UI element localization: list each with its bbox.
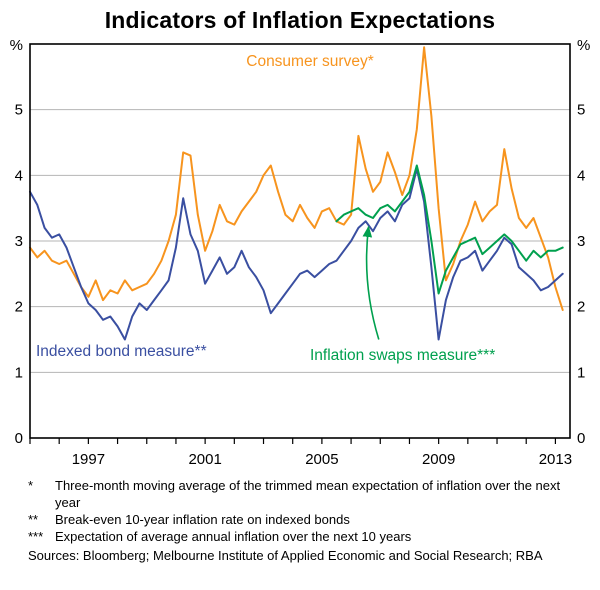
y-tick-label-left: 5 bbox=[15, 102, 23, 119]
y-tick-label-right: 4 bbox=[577, 167, 585, 184]
footnote-text: Expectation of average annual inflation … bbox=[55, 529, 412, 545]
footnote-row: * Three-month moving average of the trim… bbox=[28, 477, 592, 511]
y-tick-label-right: 2 bbox=[577, 299, 585, 316]
y-tick-label-left: 3 bbox=[15, 233, 23, 250]
x-tick-label: 2009 bbox=[422, 451, 455, 468]
y-tick-label-left: 0 bbox=[15, 430, 23, 447]
footnotes: * Three-month moving average of the trim… bbox=[0, 473, 600, 564]
chart-title: Indicators of Inflation Expectations bbox=[104, 7, 496, 33]
y-tick-label-left: 4 bbox=[15, 167, 23, 184]
footnote-marker: ** bbox=[28, 512, 39, 528]
y-tick-label-right: 0 bbox=[577, 430, 585, 447]
footnote-row: ** Break-even 10-year inflation rate on … bbox=[28, 511, 592, 528]
plot-frame bbox=[29, 43, 571, 439]
chart-svg: 1997 2001 2005 2009 2013 0 0 1 1 2 2 3 3 4 4 5 5%% Consu… bbox=[10, 37, 591, 468]
x-tick-label: 1997 bbox=[72, 451, 105, 468]
footnote-row: *** Expectation of average annual inflat… bbox=[28, 528, 592, 545]
consumer-survey-line bbox=[29, 46, 564, 311]
y-tick-label-right: 3 bbox=[577, 233, 585, 250]
y-tick-label-left: 2 bbox=[15, 299, 23, 316]
axis-ticks bbox=[29, 438, 557, 444]
indexed-bond-line bbox=[29, 167, 564, 341]
y-tick-label-right: 1 bbox=[577, 364, 585, 381]
consumer-survey-label: Consumer survey* bbox=[246, 53, 374, 70]
footnote-marker: * bbox=[28, 478, 34, 493]
axis-labels: 1997 2001 2005 2009 2013 0 0 1 1 2 2 3 3 4 4 5 5%% bbox=[10, 37, 591, 468]
swaps-arrow bbox=[362, 225, 380, 340]
x-tick-label: 2013 bbox=[539, 451, 572, 468]
indexed-bond-label: Indexed bond measure** bbox=[36, 343, 207, 360]
inflation-swaps-label: Inflation swaps measure*** bbox=[310, 347, 495, 364]
gridlines bbox=[30, 109, 570, 373]
x-tick-label: 2005 bbox=[305, 451, 338, 468]
footnote-marker: *** bbox=[28, 529, 44, 545]
y-unit-right: % bbox=[577, 37, 590, 54]
footnote-text: Break-even 10-year inflation rate on ind… bbox=[55, 512, 350, 528]
y-tick-label-right: 5 bbox=[577, 102, 585, 119]
sources-line: Sources: Bloomberg; Melbourne Institute … bbox=[28, 547, 543, 563]
y-unit-left: % bbox=[10, 37, 23, 54]
x-tick-label: 2001 bbox=[188, 451, 221, 468]
footnote-text: Three-month moving average of the trimme… bbox=[55, 478, 561, 511]
inflation-swaps-line bbox=[335, 164, 564, 295]
y-tick-label-left: 1 bbox=[15, 364, 23, 381]
